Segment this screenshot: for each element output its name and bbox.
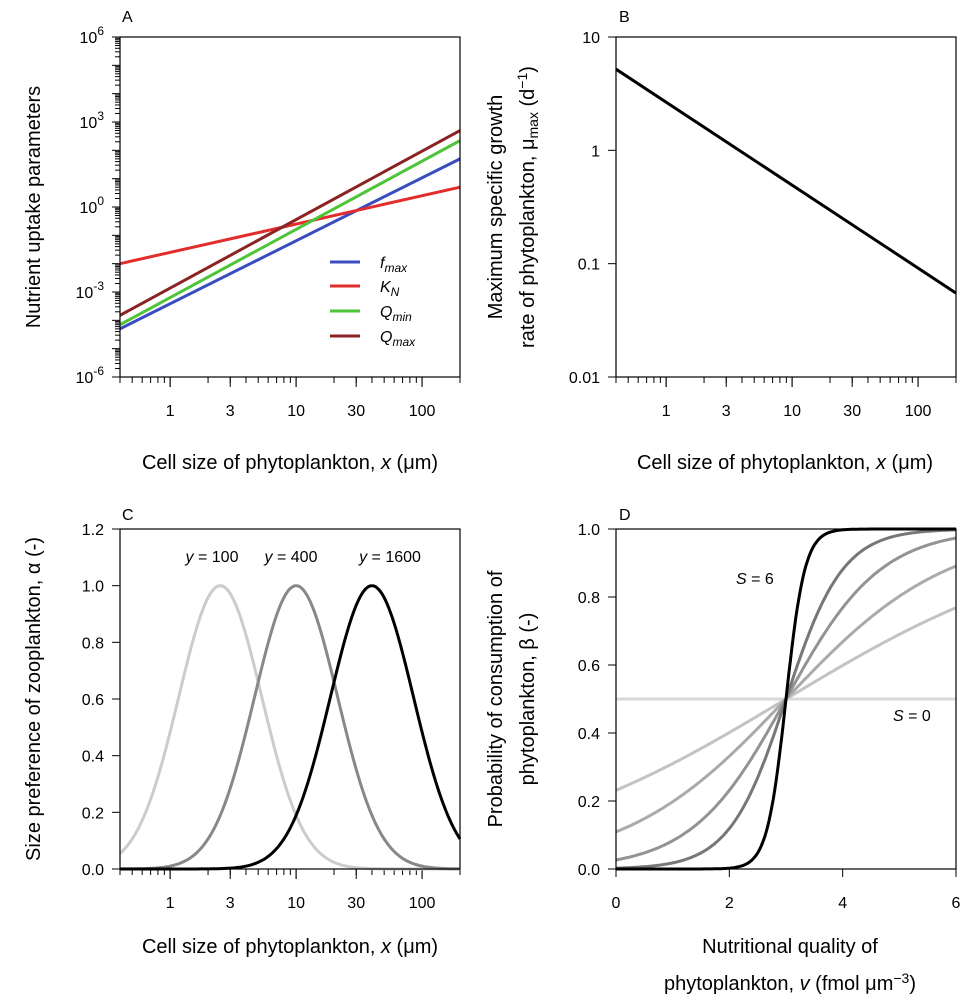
d-ytick-label: 0.0 xyxy=(578,862,600,879)
panel-d-series xyxy=(615,527,957,871)
curve-label-y100: y = 100 xyxy=(185,549,239,566)
series-qmin xyxy=(119,139,461,327)
a-ytick-label: 103 xyxy=(80,109,105,132)
c-ytick-label: 0.6 xyxy=(82,692,104,709)
panel-a: A 10-6 10-3 100 103 106 1 3 10 30 100 fmax KN Qmi… xyxy=(23,9,461,474)
a-ytick-label: 10-3 xyxy=(76,279,105,302)
panel-a-frame xyxy=(119,36,461,378)
panel-c-ylabel: Size preference of zooplankton, α (-) xyxy=(23,537,45,861)
b-xtick-label: 1 xyxy=(662,403,671,420)
panel-d: D 0.0 0.2 0.4 0.6 0.8 1.0 0 2 4 6 S = 6 S = 0 Nut… xyxy=(485,507,961,995)
a-ytick-label: 10-6 xyxy=(76,364,105,387)
series-qmax xyxy=(119,129,461,317)
panel-d-frame xyxy=(615,528,957,870)
panel-d-ylabel-line1: Probability of consumption of xyxy=(485,570,507,827)
c-ytick-label: 1.2 xyxy=(82,522,104,539)
b-xtick-label: 10 xyxy=(783,403,801,420)
panel-d-ticks: 0.0 0.2 0.4 0.6 0.8 1.0 0 2 4 6 xyxy=(578,522,961,912)
panel-b-series xyxy=(615,67,957,295)
a-xtick-label: 3 xyxy=(226,403,235,420)
d-xtick-label: 2 xyxy=(725,895,734,912)
a-xtick-label: 100 xyxy=(409,403,436,420)
b-ytick-label: 0.1 xyxy=(578,257,600,274)
c-ytick-label: 1.0 xyxy=(82,579,104,596)
panel-d-xlabel-line2: phytoplankton, v (fmol μm−3) xyxy=(664,970,916,995)
panel-c: C 0.0 0.2 0.4 0.6 0.8 1.0 1.2 1 3 10 30 100 y = 100… xyxy=(23,507,462,958)
a-ytick-label: 106 xyxy=(80,24,105,47)
series-fmax xyxy=(119,157,461,331)
annotation-s6: S = 6 xyxy=(736,571,774,588)
c-xtick-label: 10 xyxy=(287,895,305,912)
panel-c-letter: C xyxy=(122,507,134,524)
d-ytick-label: 0.8 xyxy=(578,590,600,607)
panel-a-xlabel: Cell size of phytoplankton, x (μm) xyxy=(142,452,438,474)
panel-a-series xyxy=(119,129,461,331)
c-ytick-label: 0.8 xyxy=(82,635,104,652)
panel-b-xlabel: Cell size of phytoplankton, x (μm) xyxy=(637,452,933,474)
a-xtick-label: 30 xyxy=(347,403,365,420)
b-xtick-label: 100 xyxy=(905,403,932,420)
c-xtick-label: 100 xyxy=(409,895,436,912)
curve-label-y1600: y = 1600 xyxy=(358,549,421,566)
legend-label-kn: KN xyxy=(380,279,400,299)
c-ytick-label: 0.0 xyxy=(82,862,104,879)
d-ytick-label: 1.0 xyxy=(578,522,600,539)
panel-b-frame xyxy=(615,36,957,378)
c-xtick-label: 3 xyxy=(226,895,235,912)
d-ytick-label: 0.6 xyxy=(578,658,600,675)
panel-b-ylabel-line1: Maximum specific growth xyxy=(485,95,507,320)
panel-a-legend: fmax KN Qmin Qmax xyxy=(330,255,416,349)
c-xtick-label: 1 xyxy=(166,895,175,912)
annotation-s0: S = 0 xyxy=(893,708,931,725)
series-mumax xyxy=(615,67,957,295)
b-xtick-label: 30 xyxy=(843,403,861,420)
panel-c-frame xyxy=(119,528,461,870)
b-ytick-label: 10 xyxy=(582,30,600,47)
d-xtick-label: 6 xyxy=(952,895,961,912)
panel-b-ticks: 0.01 0.1 1 10 1 3 10 30 100 xyxy=(569,30,957,420)
c-ytick-label: 0.4 xyxy=(82,749,104,766)
panel-d-xlabel-line1: Nutritional quality of xyxy=(702,936,878,958)
d-xtick-label: 4 xyxy=(838,895,847,912)
a-xtick-label: 1 xyxy=(166,403,175,420)
panel-b-letter: B xyxy=(619,9,630,26)
panel-c-xlabel: Cell size of phytoplankton, x (μm) xyxy=(142,936,438,958)
c-xtick-label: 30 xyxy=(347,895,365,912)
panel-a-letter: A xyxy=(122,9,133,26)
panel-d-letter: D xyxy=(619,507,631,524)
panel-a-ticks: 10-6 10-3 100 103 106 1 3 10 30 100 xyxy=(76,24,461,420)
legend-label-qmax: Qmax xyxy=(380,329,416,349)
panel-a-ylabel: Nutrient uptake parameters xyxy=(23,86,45,328)
b-xtick-label: 3 xyxy=(722,403,731,420)
panel-c-ticks: 0.0 0.2 0.4 0.6 0.8 1.0 1.2 1 3 10 30 100 xyxy=(82,522,461,912)
series-y400 xyxy=(120,584,460,871)
c-ytick-label: 0.2 xyxy=(82,805,104,822)
b-ytick-label: 0.01 xyxy=(569,370,600,387)
d-ytick-label: 0.4 xyxy=(578,726,600,743)
a-xtick-label: 10 xyxy=(287,403,305,420)
legend-label-qmin: Qmin xyxy=(380,304,412,324)
d-ytick-label: 0.2 xyxy=(578,794,600,811)
panel-b: B 0.01 0.1 1 10 1 3 10 30 100 Cell size of phyto… xyxy=(485,9,957,474)
panel-d-ylabel-line2: phytoplankton, β (-) xyxy=(517,613,539,786)
legend-label-fmax: fmax xyxy=(380,255,408,275)
series-kn xyxy=(119,185,461,266)
b-ytick-label: 1 xyxy=(591,143,600,160)
panel-b-ylabel-line2: rate of phytoplankton, μmax (d−1) xyxy=(514,66,541,348)
d-xtick-label: 0 xyxy=(612,895,621,912)
panel-c-series xyxy=(119,584,462,871)
curve-label-y400: y = 400 xyxy=(264,549,318,566)
a-ytick-label: 100 xyxy=(80,194,105,217)
